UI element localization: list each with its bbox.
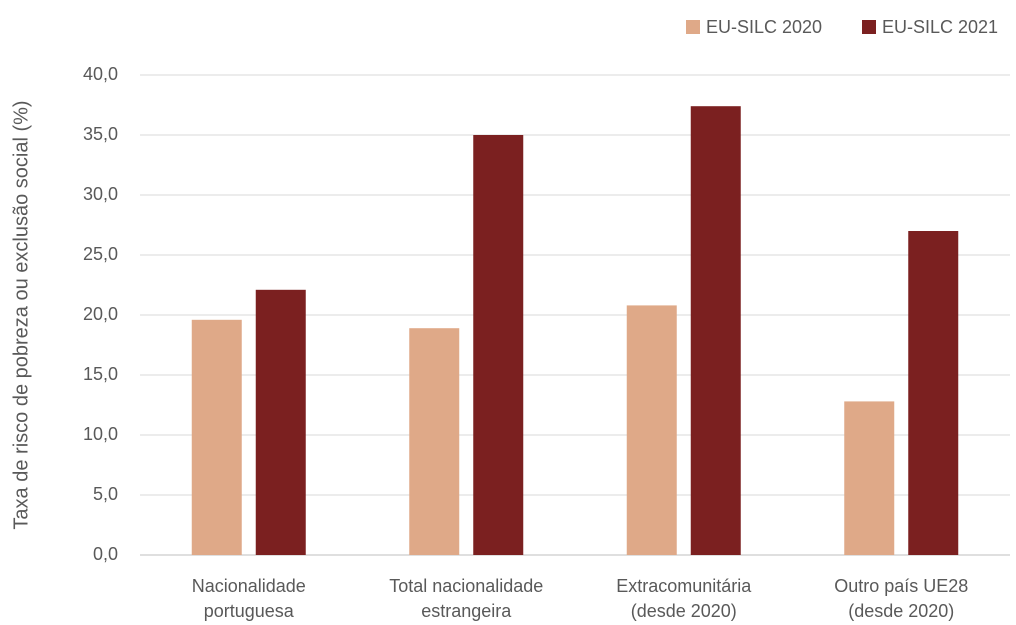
bar	[844, 401, 895, 555]
bar	[626, 305, 677, 555]
x-tick-label: estrangeira	[421, 601, 512, 621]
y-axis-label: Taxa de risco de pobreza ou exclusão soc…	[10, 100, 32, 529]
legend-label: EU-SILC 2020	[706, 17, 822, 37]
x-tick-label: Total nacionalidade	[389, 576, 543, 596]
x-tick-label: portuguesa	[204, 601, 295, 621]
bar	[191, 319, 242, 555]
bar	[255, 289, 306, 555]
y-tick-label: 25,0	[83, 244, 118, 264]
y-tick-label: 5,0	[93, 484, 118, 504]
bar	[409, 328, 460, 555]
legend-label: EU-SILC 2021	[882, 17, 998, 37]
y-tick-label: 20,0	[83, 304, 118, 324]
y-tick-label: 10,0	[83, 424, 118, 444]
x-tick-label: Extracomunitária	[616, 576, 752, 596]
bar	[690, 106, 741, 555]
y-tick-label: 15,0	[83, 364, 118, 384]
legend-swatch	[862, 20, 876, 34]
y-tick-label: 40,0	[83, 64, 118, 84]
y-tick-label: 35,0	[83, 124, 118, 144]
x-tick-label: (desde 2020)	[631, 601, 737, 621]
x-tick-label: Nacionalidade	[192, 576, 306, 596]
bar	[473, 135, 524, 555]
x-tick-label: Outro país UE28	[834, 576, 968, 596]
x-tick-label: (desde 2020)	[848, 601, 954, 621]
y-tick-label: 0,0	[93, 544, 118, 564]
y-tick-label: 30,0	[83, 184, 118, 204]
bar	[908, 231, 959, 555]
legend-swatch	[686, 20, 700, 34]
